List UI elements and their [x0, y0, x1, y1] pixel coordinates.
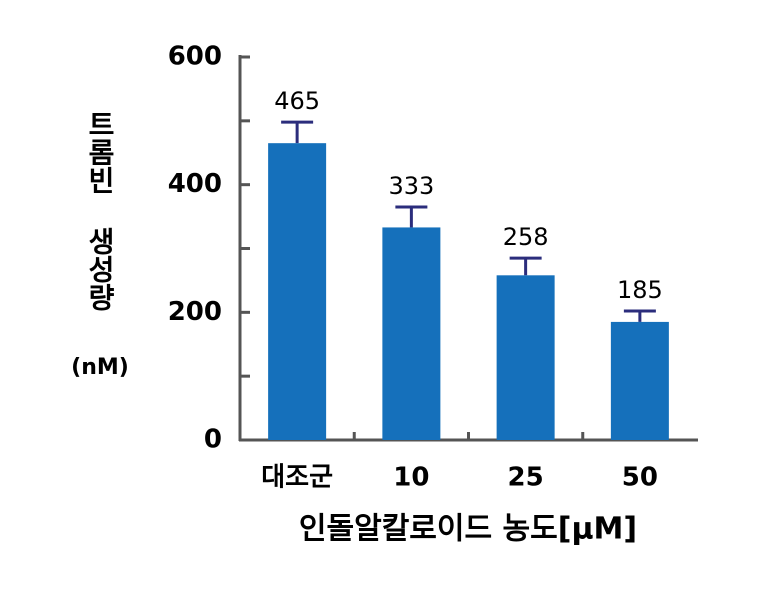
y-tick-label: 600 — [168, 42, 222, 72]
bar — [382, 227, 441, 440]
x-tick-label: 10 — [393, 463, 429, 493]
value-label: 465 — [274, 87, 320, 115]
x-tick-label: 대조군 — [261, 463, 333, 493]
bar — [496, 275, 555, 440]
x-axis-label: 인돌알칼로이드 농도[μM] — [299, 512, 637, 547]
value-label: 333 — [388, 172, 434, 200]
y-tick-label: 0 — [204, 425, 222, 455]
x-tick-label: 50 — [622, 463, 658, 493]
value-label: 185 — [617, 276, 663, 304]
y-axis-unit: (nM) — [71, 355, 129, 380]
value-label: 258 — [503, 223, 549, 251]
y-axis-label: 트롬빈 생성량 — [84, 110, 117, 311]
x-tick-label: 25 — [508, 463, 544, 493]
y-tick-label: 400 — [168, 169, 222, 199]
y-tick-label: 200 — [168, 297, 222, 327]
bar — [268, 143, 327, 441]
bar — [610, 321, 669, 440]
